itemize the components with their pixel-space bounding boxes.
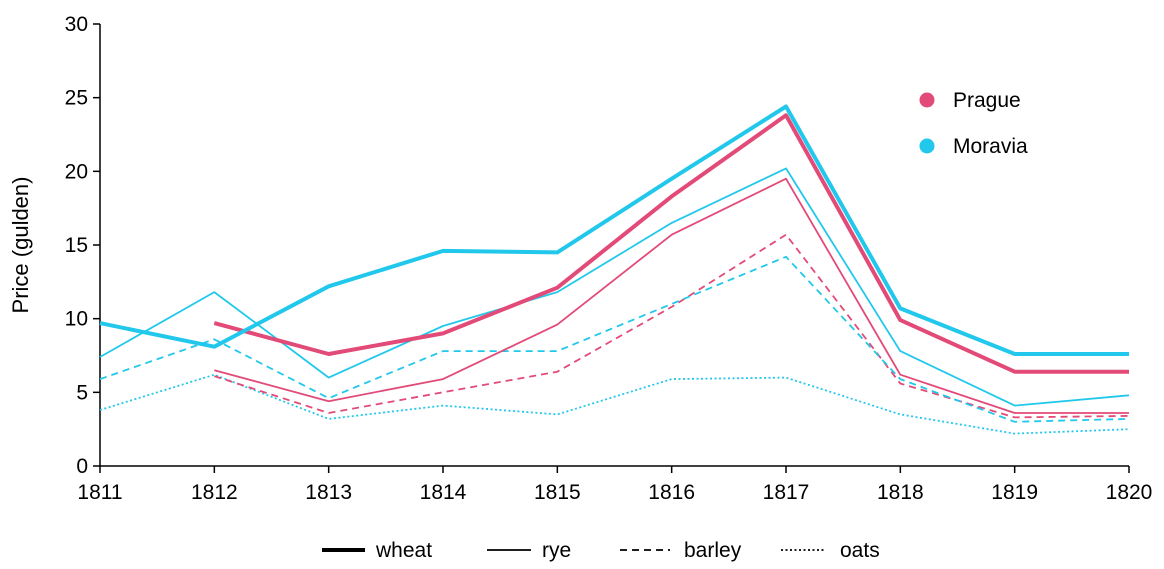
series-line-prague-wheat [213,113,1129,374]
x-tick-label: 1817 [763,481,810,504]
legend-label-oats: oats [840,539,880,562]
series-line-moravia-oats [99,373,1130,435]
x-tick-label: 1818 [877,481,924,504]
series-line-moravia-barley [99,255,1130,423]
x-tick-label: 1819 [991,481,1038,504]
legend-marker-moravia [919,138,935,154]
y-tick-label: 15 [65,234,88,257]
legend-label-prague: Prague [953,89,1021,112]
legend-label-barley: barley [684,539,742,562]
series-line-moravia-rye [99,167,1130,407]
y-tick-label: 10 [65,308,88,331]
y-tick-label: 30 [65,13,88,36]
x-tick-label: 1813 [305,481,352,504]
series-line-prague-barley [214,233,1130,419]
x-tick-label: 1814 [420,481,467,504]
x-tick-label: 1820 [1106,481,1153,504]
series-layer [99,104,1130,435]
y-tick-label: 25 [65,87,88,110]
x-tick-label: 1815 [534,481,581,504]
x-tick-label: 1811 [77,481,122,504]
series-line-moravia-wheat [99,104,1129,356]
y-ticks: 0 5 10 15 20 25 30 [65,13,100,478]
y-tick-label: 20 [65,160,88,183]
x-ticks: 1811 1812 1813 1814 1815 1816 1817 1818 1819 1820 [77,466,1152,504]
legend-label-wheat: wheat [375,539,432,562]
legend-marker-prague [919,92,935,108]
y-tick-label: 5 [76,381,88,404]
x-tick-label: 1816 [648,481,695,504]
x-tick-label: 1812 [191,481,238,504]
y-axis-label: Price (gulden) [8,177,33,314]
series-line-prague-rye [214,177,1129,414]
legend-label-rye: rye [542,539,571,562]
region-legend: Prague Moravia [919,89,1028,158]
grain-legend: wheat rye barley oats [322,539,880,562]
legend-label-moravia: Moravia [953,135,1028,158]
y-tick-label: 0 [76,455,88,478]
